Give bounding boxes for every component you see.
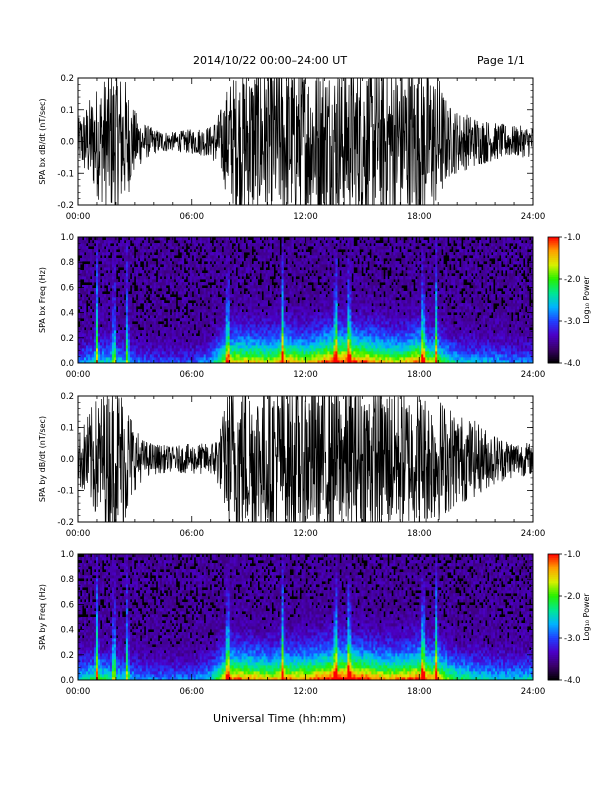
x-tick-label: 06:00 bbox=[180, 687, 205, 697]
y-tick-label: 0.4 bbox=[60, 309, 74, 319]
panel-2: -1.0 -2.0 -3.0 -4.0 Log₁₀ Power 00:00 06:00 12:… bbox=[38, 233, 591, 380]
x-tick-label: 06:00 bbox=[180, 212, 205, 222]
colorbar-tick-label: -3.0 bbox=[564, 317, 581, 327]
x-tick-label: 06:00 bbox=[180, 370, 205, 380]
x-tick-label: 00:00 bbox=[66, 212, 91, 222]
x-tick-label: 18:00 bbox=[407, 687, 432, 697]
y-tick-label: -0.1 bbox=[57, 487, 74, 497]
x-tick-label: 24:00 bbox=[521, 212, 546, 222]
colorbar: -1.0 -2.0 -3.0 -4.0 Log₁₀ Power bbox=[547, 550, 591, 686]
y-axis-title: SPA by Freq (Hz) bbox=[38, 584, 47, 650]
y-tick-label: 0.6 bbox=[60, 600, 74, 610]
colorbar-tick-label: -4.0 bbox=[564, 676, 581, 686]
y-tick-label: -0.2 bbox=[57, 201, 74, 211]
y-tick-label: 0.0 bbox=[60, 138, 74, 148]
x-tick-label: 18:00 bbox=[407, 370, 432, 380]
series-line bbox=[78, 78, 533, 205]
figure-title: 2014/10/22 00:00–24:00 UT bbox=[193, 54, 348, 67]
x-tick-label: 12:00 bbox=[293, 529, 318, 539]
y-tick-label: 0.6 bbox=[60, 283, 74, 293]
colorbar-tick-label: -3.0 bbox=[564, 634, 581, 644]
y-axis-title: SPA bx dB/dt (nT/sec) bbox=[38, 98, 47, 184]
y-tick-label: 0.2 bbox=[60, 392, 74, 402]
colorbar-label: Log₁₀ Power bbox=[582, 593, 591, 641]
x-tick-label: 12:00 bbox=[293, 212, 318, 222]
x-tick-label: 12:00 bbox=[293, 370, 318, 380]
x-tick-label: 00:00 bbox=[66, 687, 91, 697]
y-tick-label: 0.0 bbox=[60, 455, 74, 465]
series-line bbox=[78, 396, 533, 522]
y-tick-label: 0.8 bbox=[60, 575, 74, 585]
y-tick-label: 0.4 bbox=[60, 626, 74, 636]
colorbar-tick-label: -2.0 bbox=[564, 592, 581, 602]
x-tick-label: 24:00 bbox=[521, 529, 546, 539]
y-tick-label: 1.0 bbox=[60, 233, 74, 243]
y-tick-label: 0.8 bbox=[60, 258, 74, 268]
x-tick-label: 00:00 bbox=[66, 370, 91, 380]
y-tick-label: 0.1 bbox=[60, 106, 74, 116]
colorbar-tick-label: -4.0 bbox=[564, 359, 581, 369]
colorbar-label: Log₁₀ Power bbox=[582, 276, 591, 324]
y-tick-label: 0.1 bbox=[60, 424, 74, 434]
x-tick-label: 18:00 bbox=[407, 529, 432, 539]
colorbar-tick-label: -2.0 bbox=[564, 275, 581, 285]
y-tick-label: 0.0 bbox=[60, 676, 74, 686]
y-axis-title: SPA bx Freq (Hz) bbox=[38, 267, 47, 333]
x-tick-label: 06:00 bbox=[180, 529, 205, 539]
heatmap-cells bbox=[78, 554, 533, 680]
colorbar-tick-label: -1.0 bbox=[564, 233, 581, 243]
x-tick-label: 00:00 bbox=[66, 529, 91, 539]
y-tick-label: 1.0 bbox=[60, 550, 74, 560]
y-tick-label: 0.0 bbox=[60, 359, 74, 369]
x-tick-label: 12:00 bbox=[293, 687, 318, 697]
page-number: Page 1/1 bbox=[477, 54, 525, 67]
colorbar-tick-label: -1.0 bbox=[564, 550, 581, 560]
y-tick-label: -0.1 bbox=[57, 169, 74, 179]
x-tick-label: 18:00 bbox=[407, 212, 432, 222]
x-tick-label: 24:00 bbox=[521, 687, 546, 697]
y-tick-label: 0.2 bbox=[60, 334, 74, 344]
y-tick-label: 0.2 bbox=[60, 74, 74, 84]
x-tick-label: 24:00 bbox=[521, 370, 546, 380]
panel-1: 00:00 06:00 12:00 18:00 24:00 0.2 0.1 0.0 -0.1 -0… bbox=[38, 74, 546, 222]
panel-3: 00:00 06:00 12:00 18:00 24:00 0.2 0.1 0.0 -0.1 -0… bbox=[38, 392, 546, 539]
y-axis-title: SPA by dB/dt (nT/sec) bbox=[38, 416, 47, 502]
heatmap-cells bbox=[78, 237, 533, 363]
x-axis-title: Universal Time (hh:mm) bbox=[213, 712, 346, 725]
y-tick-label: -0.2 bbox=[57, 518, 74, 528]
y-tick-label: 0.2 bbox=[60, 651, 74, 661]
colorbar: -1.0 -2.0 -3.0 -4.0 Log₁₀ Power bbox=[547, 233, 591, 369]
panel-4: -1.0 -2.0 -3.0 -4.0 Log₁₀ Power 00:00 06:00 12:… bbox=[38, 550, 591, 697]
